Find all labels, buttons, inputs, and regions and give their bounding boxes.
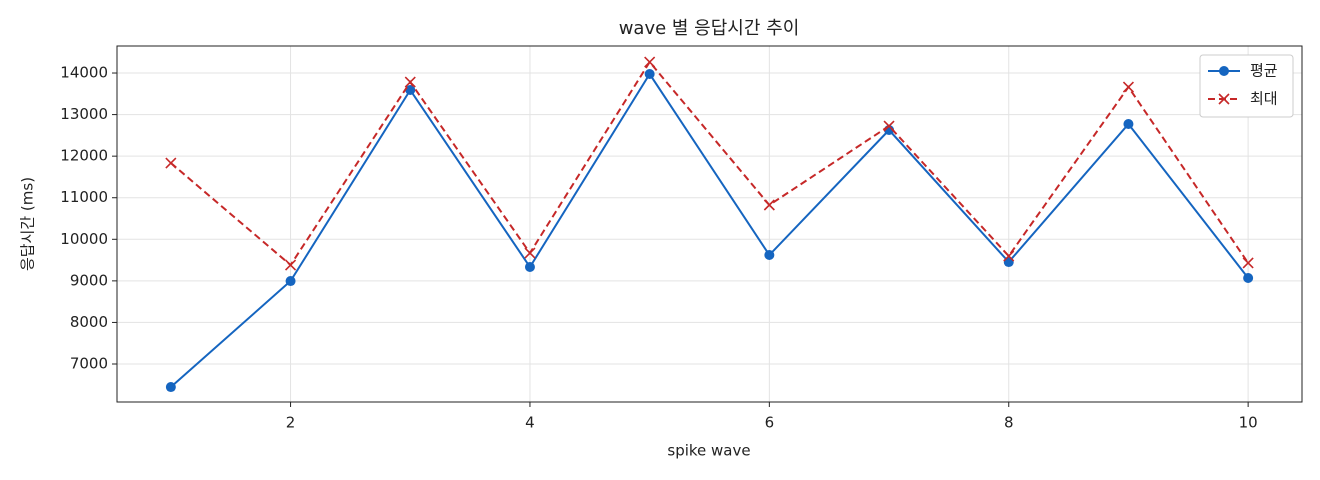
y-tick-label: 13000 (60, 105, 108, 123)
marker-stroke (404, 76, 416, 88)
marker-stroke (763, 199, 775, 211)
series-line (170, 60, 1249, 267)
marker (1219, 66, 1229, 76)
marker (524, 262, 535, 273)
chart-title: wave 별 응답시간 추이 (619, 18, 800, 39)
marker (524, 247, 536, 259)
legend-label: 평균 (1250, 62, 1278, 80)
marker-stroke (883, 120, 895, 132)
marker-stroke (284, 259, 297, 271)
marker (644, 56, 656, 68)
plot-frame (116, 45, 1303, 403)
x-axis-label: spike wave (667, 442, 750, 460)
x-tick-label: 4 (525, 414, 535, 432)
series-line (170, 72, 1249, 388)
x-tick-label: 6 (765, 414, 775, 432)
legend-label: 최대 (1250, 90, 1278, 108)
y-tick-label: 11000 (60, 188, 108, 206)
y-tick-label: 14000 (60, 64, 108, 82)
marker (404, 76, 416, 88)
y-axis-label: 응답시간 (ms) (19, 177, 37, 271)
y-tick-label: 10000 (60, 230, 108, 248)
marker (1243, 272, 1254, 283)
marker (1123, 119, 1134, 130)
y-tick-label: 12000 (60, 147, 108, 165)
marker (883, 120, 895, 132)
x-tick-label: 8 (1004, 414, 1014, 432)
marker (1218, 93, 1230, 105)
marker (763, 199, 775, 211)
marker (284, 259, 297, 271)
marker-stroke (1218, 93, 1230, 105)
marker (165, 157, 177, 169)
y-tick-label: 8000 (70, 313, 108, 331)
y-tick-label: 9000 (70, 271, 108, 289)
marker (1122, 81, 1135, 93)
marker (165, 382, 176, 393)
marker-stroke (1122, 81, 1135, 93)
marker-stroke (165, 157, 177, 169)
legend-box (1199, 54, 1294, 118)
y-tick-label: 7000 (70, 355, 108, 373)
x-tick-label: 10 (1239, 414, 1258, 432)
x-tick-label: 2 (286, 414, 296, 432)
marker (1242, 257, 1254, 269)
marker (644, 69, 655, 80)
marker-stroke (524, 247, 536, 259)
marker-stroke (1003, 250, 1015, 262)
marker-stroke (644, 56, 656, 68)
marker (764, 250, 775, 261)
marker (1003, 250, 1015, 262)
marker-stroke (1242, 257, 1254, 269)
marker (285, 276, 296, 287)
